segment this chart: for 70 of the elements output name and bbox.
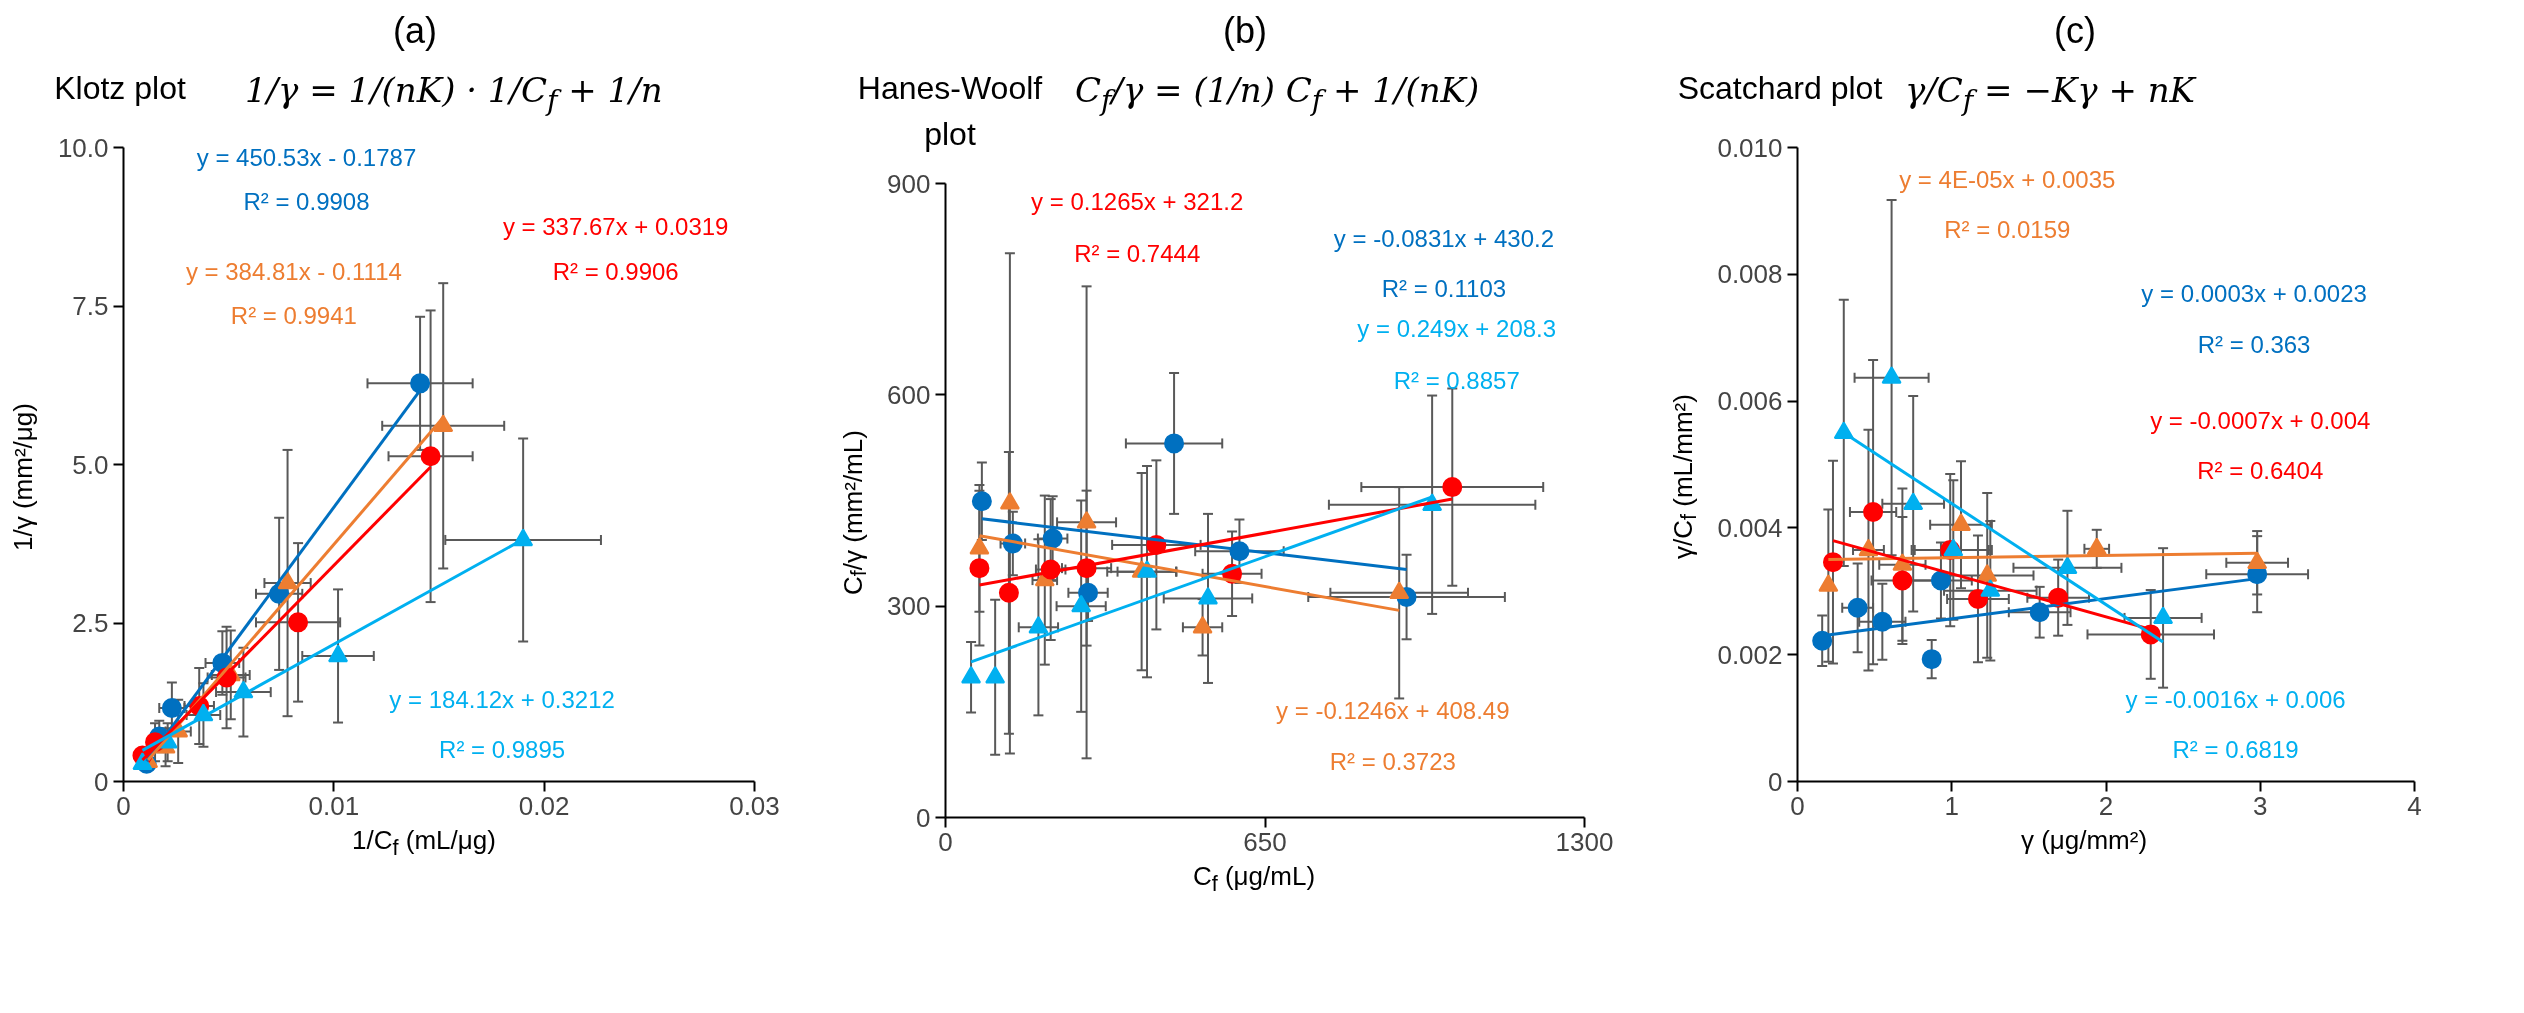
y-tick-label: 0.010	[1717, 132, 1783, 163]
y-tick-label: 0.006	[1717, 385, 1783, 416]
point	[277, 571, 298, 589]
annotation: R² = 0.0159	[1944, 216, 2071, 244]
annotation: y = 384.81x - 0.1114	[185, 257, 402, 285]
chart-subtitle: Hanes-Woolf plot	[856, 69, 1044, 155]
y-tick-label: 900	[887, 168, 931, 199]
annotation: R² = 0.1103	[1381, 275, 1507, 303]
annotation: y = -0.0831x + 430.2	[1333, 224, 1555, 252]
annotation: R² = 0.3723	[1329, 747, 1456, 775]
annotation: R² = 0.6404	[2197, 457, 2324, 485]
x-axis-title: C$_{f}$ (μg/mL)	[1192, 859, 1316, 898]
y-tick-label: 300	[887, 590, 931, 621]
annotation: y = 450.53x - 0.1787	[196, 143, 417, 171]
point	[288, 612, 309, 633]
annotation: R² = 0.9895	[439, 735, 566, 763]
y-tick-label: 7.5	[72, 290, 109, 321]
chart-title: (b)	[1223, 9, 1267, 53]
point	[328, 644, 349, 662]
x-axis-title: γ (μg/mm²)	[2020, 823, 2148, 857]
text: C$_{f}$/γ = (1/n) C$_{f}$ + 1/(nK)	[1075, 69, 1480, 120]
annotation: y = 337.67x + 0.0319	[502, 212, 729, 240]
annotation: y = 0.0003x + 0.0023	[2141, 279, 2367, 307]
y-tick-label: 0	[94, 766, 109, 797]
chart-title: (a)	[393, 9, 437, 53]
annotation: R² = 0.9941	[230, 301, 357, 329]
x-tick-label: 3	[2253, 790, 2268, 821]
x-tick-label: 0.03	[729, 790, 780, 821]
y-tick-label: 0.002	[1717, 639, 1783, 670]
y-tick-label: 5.0	[72, 449, 109, 480]
x-tick-label: 0	[1790, 790, 1805, 821]
x-tick-label: 0.01	[308, 790, 360, 821]
annotation: R² = 0.9906	[552, 257, 679, 285]
annotation: y = 0.1265x + 321.2	[1031, 188, 1244, 216]
chart-subtitle: Klotz plot	[54, 69, 186, 109]
text: 1/γ = 1/(nK) · 1/C$_{f}$ + 1/n	[245, 69, 663, 120]
x-tick-label: 1300	[1555, 826, 1614, 857]
annotation: y = 0.249x + 208.3	[1357, 314, 1557, 342]
text: γ/C$_{f}$ = −Kγ + nK	[1905, 69, 2196, 120]
annotation: R² = 0.9908	[243, 187, 370, 215]
point	[161, 697, 182, 718]
y-tick-label: 2.5	[72, 607, 109, 638]
point	[132, 752, 153, 770]
x-tick-label: 0	[116, 790, 131, 821]
x-tick-label: 0	[938, 826, 953, 857]
x-axis-title: 1/C$_{f}$ (mL/μg)	[352, 823, 496, 862]
y-axis-title: 1/γ (mm²/μg)	[7, 402, 39, 551]
x-tick-label: 1	[1944, 790, 1959, 821]
chart-title: (c)	[2054, 9, 2096, 53]
annotation: y = 4E-05x + 0.0035	[1899, 165, 2116, 193]
annotation: R² = 0.363	[2197, 330, 2311, 358]
annotation: y = -0.1246x + 408.49	[1276, 697, 1510, 725]
annotation: R² = 0.6819	[2172, 735, 2299, 763]
y-tick-label: 10.0	[57, 132, 109, 163]
annotation: y = -0.0016x + 0.006	[2125, 685, 2346, 713]
y-tick-label: 0.008	[1717, 258, 1783, 289]
annotation: R² = 0.7444	[1074, 240, 1201, 268]
chart-subtitle: Scatchard plot	[1677, 69, 1883, 109]
point	[420, 445, 441, 466]
x-tick-label: 0.02	[518, 790, 570, 821]
annotation: R² = 0.8857	[1393, 366, 1520, 394]
point	[410, 373, 431, 394]
annotation: y = -0.0007x + 0.004	[2150, 406, 2371, 434]
x-tick-label: 2	[2098, 790, 2114, 821]
y-tick-label: 0.004	[1717, 512, 1783, 543]
y-tick-label: 0	[1768, 766, 1783, 797]
annotation: y = 184.12x + 0.3212	[389, 685, 615, 713]
x-tick-label: 650	[1243, 826, 1287, 857]
y-tick-label: 600	[887, 379, 931, 410]
x-tick-label: 4	[2407, 790, 2422, 821]
